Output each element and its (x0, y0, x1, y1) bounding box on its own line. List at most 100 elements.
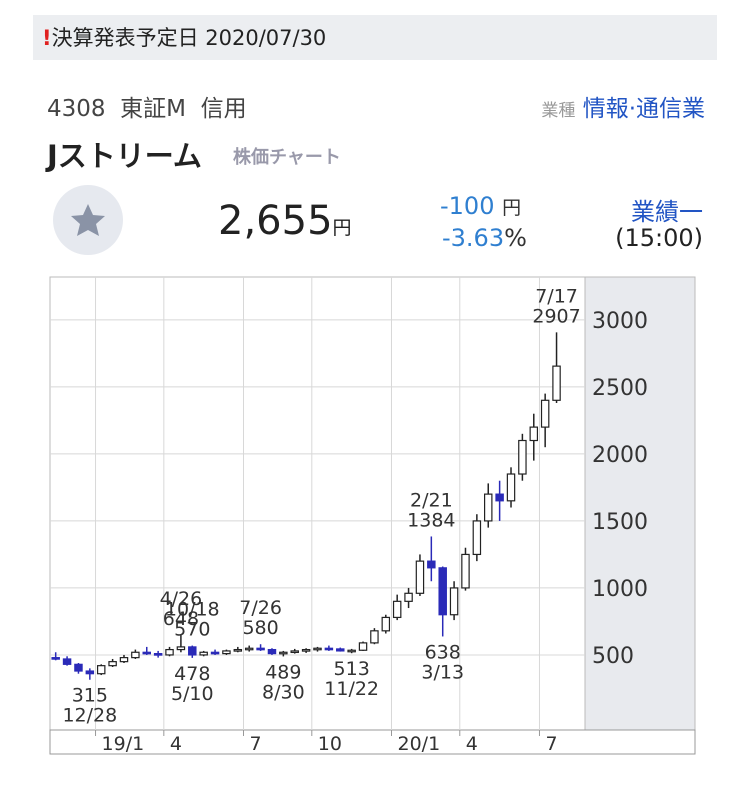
axis-panel (584, 276, 696, 731)
candle-body (153, 653, 163, 656)
notice: !決算発表予定日 2020/07/30 (42, 22, 326, 52)
x-tick-label: 19/1 (102, 733, 145, 755)
candle-body (415, 560, 425, 594)
candle-body (267, 648, 277, 655)
time: (15:00) (615, 224, 703, 252)
stock-meta: 4308 東証M 信用 (47, 89, 247, 123)
annotation-value: 570 (174, 619, 210, 641)
candle-body (336, 648, 345, 652)
candle-body (51, 657, 60, 660)
notice-text: 決算発表予定日 2020/07/30 (51, 26, 327, 50)
price: 2,655円 (218, 198, 352, 244)
company-name: Jストリーム (47, 139, 202, 173)
annotation-date: 10/18 (165, 599, 220, 621)
candle-body (74, 663, 83, 672)
candle-body (506, 473, 516, 502)
x-tick-label: 4 (466, 733, 478, 755)
annotation-date: 11/22 (324, 678, 379, 700)
annotation-date: 7/17 (535, 285, 578, 307)
candle-body (244, 647, 254, 651)
candle-body (256, 647, 265, 651)
notice-icon: ! (42, 26, 52, 50)
industry-label: 業種 (541, 101, 576, 121)
candle-body (495, 493, 504, 502)
x-tick-label: 20/1 (397, 733, 440, 755)
x-tick-label: 7 (250, 733, 262, 755)
code: 4308 (47, 96, 106, 122)
annotation-date: 8/30 (262, 681, 305, 703)
annotation-value: 638 (425, 641, 461, 663)
candle-body (301, 648, 311, 652)
pct-unit: % (504, 224, 527, 252)
candle-body (313, 647, 322, 651)
candle-body (484, 493, 493, 522)
candle-body (438, 567, 447, 616)
annotation-date: 3/13 (421, 661, 464, 683)
candle-body (188, 646, 197, 656)
candle-body (540, 399, 550, 428)
candle-body (358, 642, 368, 651)
y-tick-label: 500 (592, 644, 634, 669)
annotation-value: 489 (265, 661, 301, 683)
y-tick-label: 3000 (592, 309, 648, 334)
industry-name[interactable]: 情報·通信業 (582, 96, 705, 122)
y-tick-label: 2000 (592, 443, 648, 468)
candle-body (176, 646, 186, 651)
candle-body (62, 658, 72, 665)
x-tick-label: 10 (318, 733, 342, 755)
annotation-value: 580 (242, 617, 278, 639)
results-link[interactable]: 業績一 (631, 198, 703, 226)
annotation-value: 315 (72, 685, 108, 707)
candle-body (461, 553, 470, 589)
annotation-date: 5/10 (171, 683, 214, 705)
annotation-date: 7/26 (239, 597, 282, 619)
candle-body (199, 651, 208, 656)
change-value: -100 (440, 192, 495, 220)
candle-body (290, 650, 299, 654)
candle-body (222, 650, 231, 655)
annotation-value: 648 (163, 608, 199, 630)
candle-body (119, 657, 129, 663)
annotation-value: 513 (334, 658, 370, 680)
candle-body (529, 426, 539, 442)
change: -100 円 (440, 192, 521, 220)
candle-body (324, 647, 334, 651)
x-tick-label: 4 (170, 733, 182, 755)
notice-bar (33, 15, 717, 60)
annotation-value: 1384 (407, 509, 455, 531)
candle-body (552, 365, 561, 401)
market: 東証M (120, 96, 187, 122)
candle-body (404, 592, 413, 602)
candle-body (381, 616, 391, 632)
annotation-date: 4/26 (160, 588, 203, 610)
candle-body (131, 651, 140, 659)
price-unit: 円 (332, 217, 352, 239)
change-pct-value: -3.63 (442, 224, 505, 252)
candle-body (165, 648, 174, 656)
annotation-value: 478 (174, 663, 210, 685)
x-tick-label: 7 (545, 733, 557, 755)
candle-body (210, 651, 220, 655)
chart-link[interactable]: 株価チャート (233, 147, 341, 168)
stock-chart: 500 1000 1500 2000 2500 3000 19/1 4 7 10 20/1 4 7 315… (49, 276, 696, 755)
candle-body (96, 665, 106, 675)
favorite-button[interactable] (53, 185, 123, 255)
candle-body (233, 648, 243, 652)
y-tick-label: 1000 (592, 577, 648, 602)
change-pct: -3.63% (442, 224, 527, 252)
annotation-value: 2907 (532, 305, 580, 327)
candle-body (85, 670, 95, 675)
star-icon (71, 204, 105, 236)
candle-body (370, 630, 379, 644)
y-tick-label: 1500 (592, 510, 648, 535)
candle-body (518, 439, 527, 475)
margin: 信用 (200, 96, 247, 122)
y-tick-label: 2500 (592, 376, 648, 401)
candle-body (347, 649, 356, 653)
industry[interactable]: 業種 情報·通信業 (541, 89, 705, 123)
candle-body (392, 600, 402, 619)
annotation-date: 12/28 (62, 705, 117, 727)
candle-body (472, 520, 482, 556)
candle-body (449, 587, 459, 616)
